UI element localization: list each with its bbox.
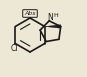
FancyBboxPatch shape [23, 10, 37, 17]
Text: Cl: Cl [11, 44, 18, 53]
Text: Abs: Abs [24, 11, 36, 16]
Polygon shape [45, 25, 61, 28]
Text: H: H [53, 13, 58, 18]
Text: N: N [48, 13, 54, 22]
